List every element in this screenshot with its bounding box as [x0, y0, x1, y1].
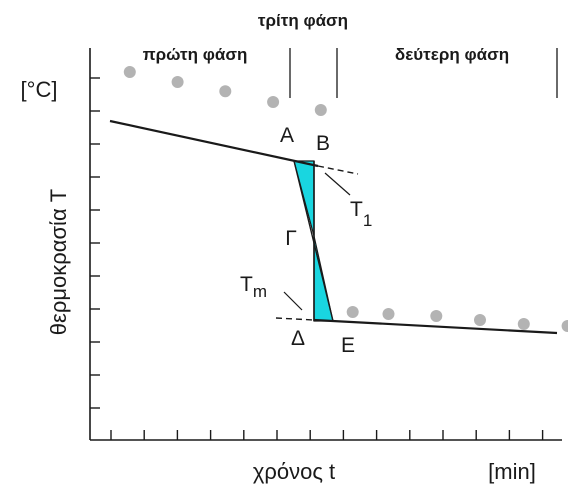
- y-axis-unit: [°C]: [21, 77, 58, 102]
- label-t1-main: T: [350, 198, 363, 221]
- curve-second-phase-extrapolation: [275, 317, 315, 321]
- data-point-s1-5: [314, 104, 327, 116]
- y-axis-label: θερμοκρασία T: [46, 189, 71, 335]
- data-point-s2-6: [561, 320, 568, 332]
- data-point-s1-2: [171, 76, 184, 88]
- tm-leader: [283, 291, 303, 311]
- point-label-b: B: [316, 132, 330, 155]
- phase-label-first: πρώτη φάση: [143, 45, 248, 64]
- phase-label-second: δεύτερη φάση: [395, 45, 509, 64]
- label-t1: T1: [350, 198, 372, 230]
- y-axis-ticks: [90, 77, 100, 409]
- label-tm-main: T: [240, 273, 253, 296]
- t1-leader: [324, 172, 351, 196]
- x-axis-unit: [min]: [488, 459, 536, 484]
- label-t1-sub: 1: [363, 211, 372, 230]
- data-point-s1-3: [219, 85, 232, 98]
- data-markers: [123, 66, 568, 332]
- x-axis-ticks: [110, 430, 544, 440]
- data-point-s2-1: [346, 306, 359, 318]
- data-point-s2-5: [517, 318, 530, 330]
- curve-second-phase: [313, 318, 558, 335]
- curve-first-phase: [109, 119, 319, 168]
- point-label-a: A: [280, 124, 294, 147]
- label-tm: Tm: [240, 273, 267, 301]
- data-point-s1-1: [123, 66, 136, 78]
- point-label-gamma: Γ: [285, 227, 297, 250]
- data-point-s2-3: [430, 310, 443, 322]
- x-axis-label: χρόνος t: [253, 459, 335, 484]
- phase-label-third: τρίτη φάση: [258, 11, 348, 30]
- point-label-delta: Δ: [291, 327, 305, 350]
- label-tm-sub: m: [253, 282, 267, 301]
- curve-first-phase-extrapolation: [317, 165, 359, 175]
- data-point-s2-2: [382, 308, 395, 320]
- point-label-e: E: [341, 334, 355, 357]
- data-point-s1-4: [267, 96, 280, 108]
- data-point-s2-4: [474, 314, 486, 326]
